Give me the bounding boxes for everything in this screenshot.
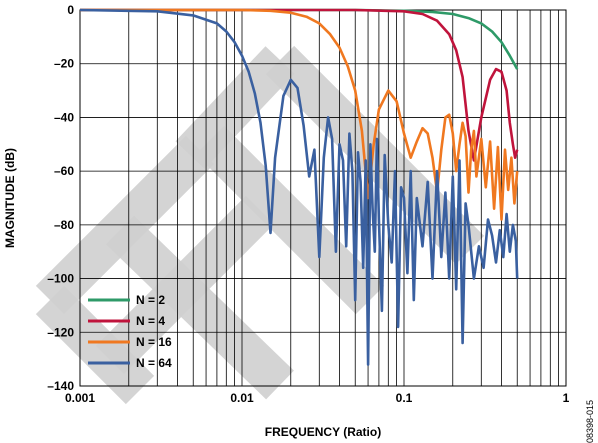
- watermark-stroke-3: [106, 215, 294, 400]
- watermark-stroke-5: [175, 46, 295, 169]
- x-tick-labels: 0.001 0.01 0.1 1: [65, 391, 570, 405]
- watermark: [35, 45, 485, 405]
- y-tick-label: –140: [47, 379, 74, 393]
- y-tick-label: –80: [54, 218, 74, 232]
- legend: N = 2 N = 4 N = 16 N = 64: [88, 293, 172, 370]
- y-tick-label: –60: [54, 164, 74, 178]
- legend-label-4: N = 64: [136, 356, 172, 370]
- watermark-stroke-2: [35, 285, 155, 405]
- y-tick-label: –120: [47, 325, 74, 339]
- y-tick-label: 0: [67, 3, 74, 17]
- y-axis-title: MAGNITUDE (dB): [3, 148, 17, 248]
- series-group: [79, 8, 519, 366]
- legend-label-1: N = 2: [136, 293, 165, 307]
- y-tick-label: –20: [54, 57, 74, 71]
- legend-label-2: N = 4: [136, 314, 165, 328]
- x-tick-label: 0.01: [230, 391, 254, 405]
- watermark-stroke-4: [195, 125, 385, 315]
- figure-id: 08398-015: [585, 400, 595, 443]
- x-axis-title: FREQUENCY (Ratio): [265, 425, 381, 439]
- legend-label-3: N = 16: [136, 335, 172, 349]
- x-tick-label: 0.1: [396, 391, 413, 405]
- series-line-4: [79, 8, 519, 366]
- y-tick-labels: 0 –20 –40 –60 –80 –100 –120 –140: [47, 3, 74, 393]
- x-tick-label: 0.001: [65, 391, 95, 405]
- x-tick-label: 1: [563, 391, 570, 405]
- y-tick-label: –100: [47, 272, 74, 286]
- y-tick-label: –40: [54, 110, 74, 124]
